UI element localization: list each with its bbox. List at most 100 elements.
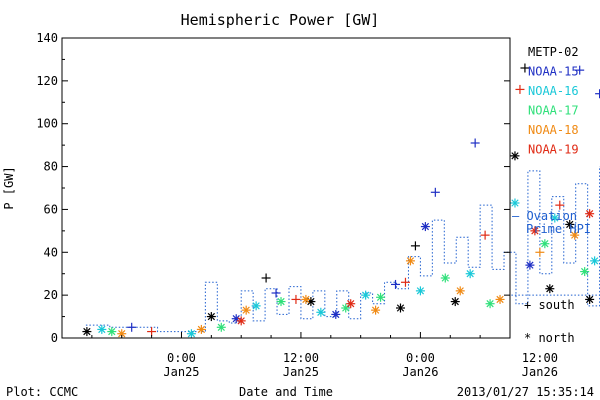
noaa-18-north-point xyxy=(570,230,580,240)
y-tick-label: 80 xyxy=(44,160,58,174)
metp-02-north-point xyxy=(565,219,575,229)
marker-stroke xyxy=(277,297,285,306)
noaa-18-north-point xyxy=(301,294,311,304)
y-axis: 0 20 40 60 80 100 120 140 xyxy=(36,31,510,345)
x-axis-label: Date and Time xyxy=(239,385,333,399)
noaa-18-north-point xyxy=(371,305,381,315)
marker-stroke xyxy=(371,306,380,314)
noaa-19-south-point xyxy=(400,277,410,287)
noaa-19-south-point xyxy=(480,230,490,240)
noaa-19-north-point xyxy=(346,299,356,309)
marker-stroke xyxy=(108,327,116,336)
marker-stroke xyxy=(118,330,126,338)
y-axis-label: P [GW] xyxy=(2,166,16,209)
noaa-18-north-point xyxy=(455,286,465,296)
noaa-17-north-point xyxy=(216,322,226,332)
noaa-15-south-point xyxy=(575,65,585,75)
marker-stroke xyxy=(585,210,594,218)
marker-stroke xyxy=(396,304,405,312)
y-tick-label: 0 xyxy=(51,331,58,345)
x-tick-date: Jan26 xyxy=(402,365,438,379)
metp-02-south-point xyxy=(520,63,530,73)
noaa-15-north-point xyxy=(420,222,430,232)
metp-02-north-point xyxy=(206,312,216,322)
marker-stroke xyxy=(232,315,240,323)
legend-noaa-16: NOAA-16 xyxy=(528,84,579,98)
noaa-19-south-point xyxy=(291,294,301,304)
ovation-hpi-line xyxy=(85,166,600,333)
noaa-16-north-point xyxy=(186,329,196,339)
y-tick-label: 120 xyxy=(36,74,58,88)
marker-stroke xyxy=(217,323,225,331)
noaa-16-north-point xyxy=(97,324,107,334)
noaa-16-north-point xyxy=(251,301,261,311)
marker-stroke xyxy=(416,287,425,295)
legend-noaa-18: NOAA-18 xyxy=(528,123,579,137)
marker-stroke xyxy=(585,295,594,304)
marker-stroke xyxy=(551,214,559,222)
marker-stroke xyxy=(421,222,430,231)
marker-stroke xyxy=(546,285,554,293)
metp-02-north-point xyxy=(510,151,520,161)
metp-02-north-point xyxy=(450,297,460,307)
marker-stroke xyxy=(302,295,310,304)
legend-noaa-15: NOAA-15 xyxy=(528,65,579,79)
marker-stroke xyxy=(531,227,539,235)
noaa-15-south-point xyxy=(595,89,600,99)
legend-noaa-19: NOAA-19 xyxy=(528,143,579,157)
metp-02-south-point xyxy=(261,273,271,283)
marker-stroke xyxy=(187,330,196,338)
data-points xyxy=(82,63,600,339)
marker-stroke xyxy=(406,257,415,265)
noaa-18-north-point xyxy=(196,324,206,334)
marker-stroke xyxy=(98,325,106,334)
marker-stroke xyxy=(590,257,599,265)
metp-02-south-point xyxy=(410,241,420,251)
marker-stroke xyxy=(361,291,370,299)
noaa-19-north-point xyxy=(236,316,246,326)
marker-stroke xyxy=(347,300,355,308)
marker-stroke xyxy=(317,308,325,316)
metp-02-north-point xyxy=(585,294,595,304)
noaa-17-north-point xyxy=(107,327,117,337)
noaa-19-north-point xyxy=(530,226,540,236)
metp-02-north-point xyxy=(395,303,405,313)
x-tick-date: Jan25 xyxy=(163,365,199,379)
legend-noaa-17: NOAA-17 xyxy=(528,104,579,118)
marker-stroke xyxy=(486,300,494,308)
x-tick-date: Jan25 xyxy=(283,365,319,379)
x-axis: 0:00Jan2512:00Jan250:00Jan2612:00Jan260:… xyxy=(91,332,558,379)
noaa-16-north-point xyxy=(550,213,560,223)
noaa-17-north-point xyxy=(580,267,590,277)
marker-stroke xyxy=(571,231,579,239)
noaa-15-north-point xyxy=(525,260,535,270)
noaa-16-north-point xyxy=(415,286,425,296)
noaa-15-south-point xyxy=(271,288,281,298)
marker-stroke xyxy=(207,312,215,321)
legend-metp-02: METP-02 xyxy=(528,45,579,59)
noaa-18-north-point xyxy=(495,294,505,304)
marker-stroke xyxy=(466,270,474,278)
noaa-19-south-point xyxy=(555,200,565,210)
noaa-16-north-point xyxy=(465,269,475,279)
marker-stroke xyxy=(541,240,549,248)
marker-stroke xyxy=(332,310,340,319)
marker-stroke xyxy=(511,199,519,207)
noaa-17-north-point xyxy=(276,297,286,307)
y-tick-label: 60 xyxy=(44,202,58,216)
marker-stroke xyxy=(566,220,574,229)
plot-frame xyxy=(61,37,511,339)
marker-stroke xyxy=(526,261,534,269)
x-tick-date: Jan26 xyxy=(522,365,558,379)
noaa-17-north-point xyxy=(540,239,550,249)
y-tick-label: 100 xyxy=(36,117,58,131)
x-tick-time: 12:00 xyxy=(522,351,558,365)
y-tick-label: 40 xyxy=(44,245,58,259)
metp-02-north-point xyxy=(82,327,92,337)
noaa-17-north-point xyxy=(485,299,495,309)
noaa-18-north-point xyxy=(241,305,251,315)
noaa-19-south-point xyxy=(515,84,525,94)
noaa-16-north-point xyxy=(510,198,520,208)
legend-ovation-line1: — Ovation xyxy=(512,209,577,223)
